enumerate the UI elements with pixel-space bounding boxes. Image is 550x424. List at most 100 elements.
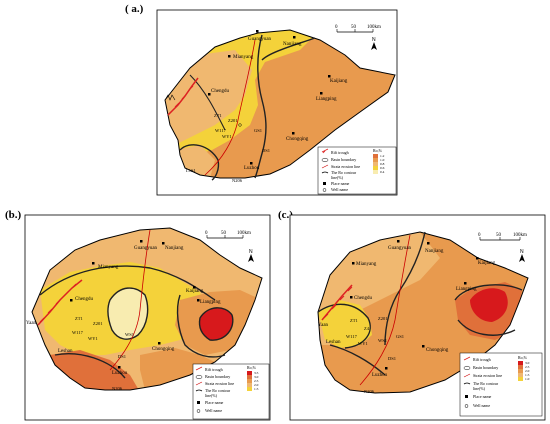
panel-c: Guangyuan Nanjiang Mianyang Chengdu Kaij… (289, 214, 546, 421)
panel-c-label: (c.) (278, 209, 293, 221)
place-marker (208, 93, 211, 96)
place-marker (256, 30, 259, 33)
ro-c-0: 3.0 (525, 361, 530, 365)
north-label: N (372, 37, 376, 43)
ro-a-3: 0.6 (380, 166, 385, 170)
panel-b-legend: Rift trough Basin boundary Strata erosio… (192, 363, 270, 420)
place-marker (464, 282, 467, 285)
panel-c-legend: Rift trough Basin boundary Strata erosio… (459, 352, 543, 417)
city-mianyang: Mianyang (98, 265, 119, 270)
place-marker (250, 162, 253, 165)
well-ws1: WS1 (125, 332, 134, 337)
city-chengdu: Chengdu (354, 296, 373, 301)
scale-100: 100km (513, 233, 527, 238)
panel-c-contour-3 (454, 284, 523, 301)
north-label: N (249, 249, 253, 255)
legend-rift: Rift trough (473, 357, 491, 362)
city-liangping: Liangping (456, 287, 477, 292)
ro-a-1: 1.0 (380, 158, 385, 162)
place-marker (352, 262, 355, 265)
panel-b-zone-red (199, 307, 233, 341)
scale-0: 0 (335, 25, 338, 30)
ro-swatch (247, 379, 252, 383)
legend-rift: Rift trough (331, 150, 349, 155)
north-arrow-icon (519, 254, 525, 262)
city-liangping: Liangping (316, 97, 337, 102)
panel-c-scale: 0 50 100km (478, 233, 527, 241)
scale-100: 100km (367, 25, 381, 30)
well-n206: N206 (364, 389, 375, 394)
scale-0: 0 (478, 233, 481, 238)
city-mianyang: Mianyang (233, 55, 254, 60)
well-ds1: DS1 (388, 356, 396, 361)
city-kaijiang: Kaijiang (186, 289, 204, 294)
city-chongqing: Chongqing (426, 348, 449, 353)
north-arrow-icon (248, 254, 254, 262)
place-marker (293, 36, 296, 39)
well-l1s1: L1S1 (186, 168, 196, 173)
legend-well: Well name (331, 187, 348, 192)
city-guangyuan: Guangyuan (248, 37, 272, 42)
ro-c-2: 2.0 (525, 369, 530, 373)
legend-place: Place name (473, 394, 492, 399)
ro-scale-title: Ro,% (518, 355, 528, 361)
legend-basin: Basin boundary (331, 157, 356, 162)
panel-c-contour-5 (329, 344, 386, 376)
city-mianyang: Mianyang (356, 262, 377, 267)
legend-contour-2: line(%) (331, 175, 344, 180)
panel-c-north-arrow: N (519, 249, 525, 262)
contour-icon (463, 382, 471, 385)
ro-swatch (247, 371, 252, 375)
well-n206: N206 (232, 178, 243, 183)
place-marker (158, 342, 161, 345)
legend-erosion: Strata erosion line (473, 373, 502, 378)
ro-swatch (247, 375, 252, 379)
panel-a-edge-hatch (164, 94, 176, 101)
well-wy1: WY1 (358, 341, 368, 346)
ro-swatch (247, 383, 252, 387)
place-marker (118, 366, 121, 369)
ro-b-4: 1.5 (254, 387, 259, 391)
place-marker (328, 75, 331, 78)
ro-a-2: 0.8 (380, 162, 385, 166)
contour-icon (195, 389, 203, 392)
legend-erosion: Strata erosion line (331, 164, 360, 169)
ro-swatch (518, 369, 523, 373)
legend-well: Well name (473, 403, 490, 408)
city-guangyuan: Guangyuan (388, 246, 412, 251)
city-luzhou: Luzhou (112, 371, 128, 376)
rift-icon (463, 356, 471, 361)
legend-box (459, 352, 543, 417)
place-marker (193, 286, 196, 289)
ro-b-3: 2.0 (254, 383, 259, 387)
scale-50: 50 (351, 25, 357, 30)
city-nanjiang: Nanjiang (165, 246, 184, 251)
city-chongqing: Chongqing (286, 137, 309, 142)
legend-rift: Rift trough (205, 367, 223, 372)
city-nanjiang: Nanjiang (283, 42, 302, 47)
city-kaijiang: Kaijiang (330, 79, 348, 84)
panel-b-north-arrow: N (248, 249, 254, 262)
city-nanjiang: Nanjiang (425, 249, 444, 254)
place-marker (140, 240, 143, 243)
well-w117: W117 (215, 128, 227, 133)
place-marker (385, 367, 388, 370)
well-z201: Z201 (228, 118, 238, 123)
panel-b-contour-2 (107, 287, 149, 340)
panel-a-legend: Rift trough Basin boundary Strata erosio… (317, 146, 397, 195)
ro-b-0: 3.5 (254, 371, 259, 375)
panel-b-rift-ticks (39, 283, 77, 323)
panel-c-erosion-line (359, 234, 411, 386)
erosion-icon (195, 381, 203, 386)
city-leshan: Leshan (326, 340, 341, 345)
panel-b-basin-boundary (31, 227, 263, 391)
panel-a-contour-4 (189, 74, 226, 131)
legend-place: Place name (205, 400, 224, 405)
ro-swatch (373, 170, 378, 174)
panel-a-rift-ticks (167, 85, 194, 116)
ro-swatch (373, 154, 378, 158)
legend-well: Well name (205, 408, 222, 413)
panel-a-places: Guangyuan Nanjiang Mianyang Chengdu Kaij… (208, 30, 348, 171)
place-marker (350, 296, 353, 299)
rift-icon (195, 366, 203, 371)
